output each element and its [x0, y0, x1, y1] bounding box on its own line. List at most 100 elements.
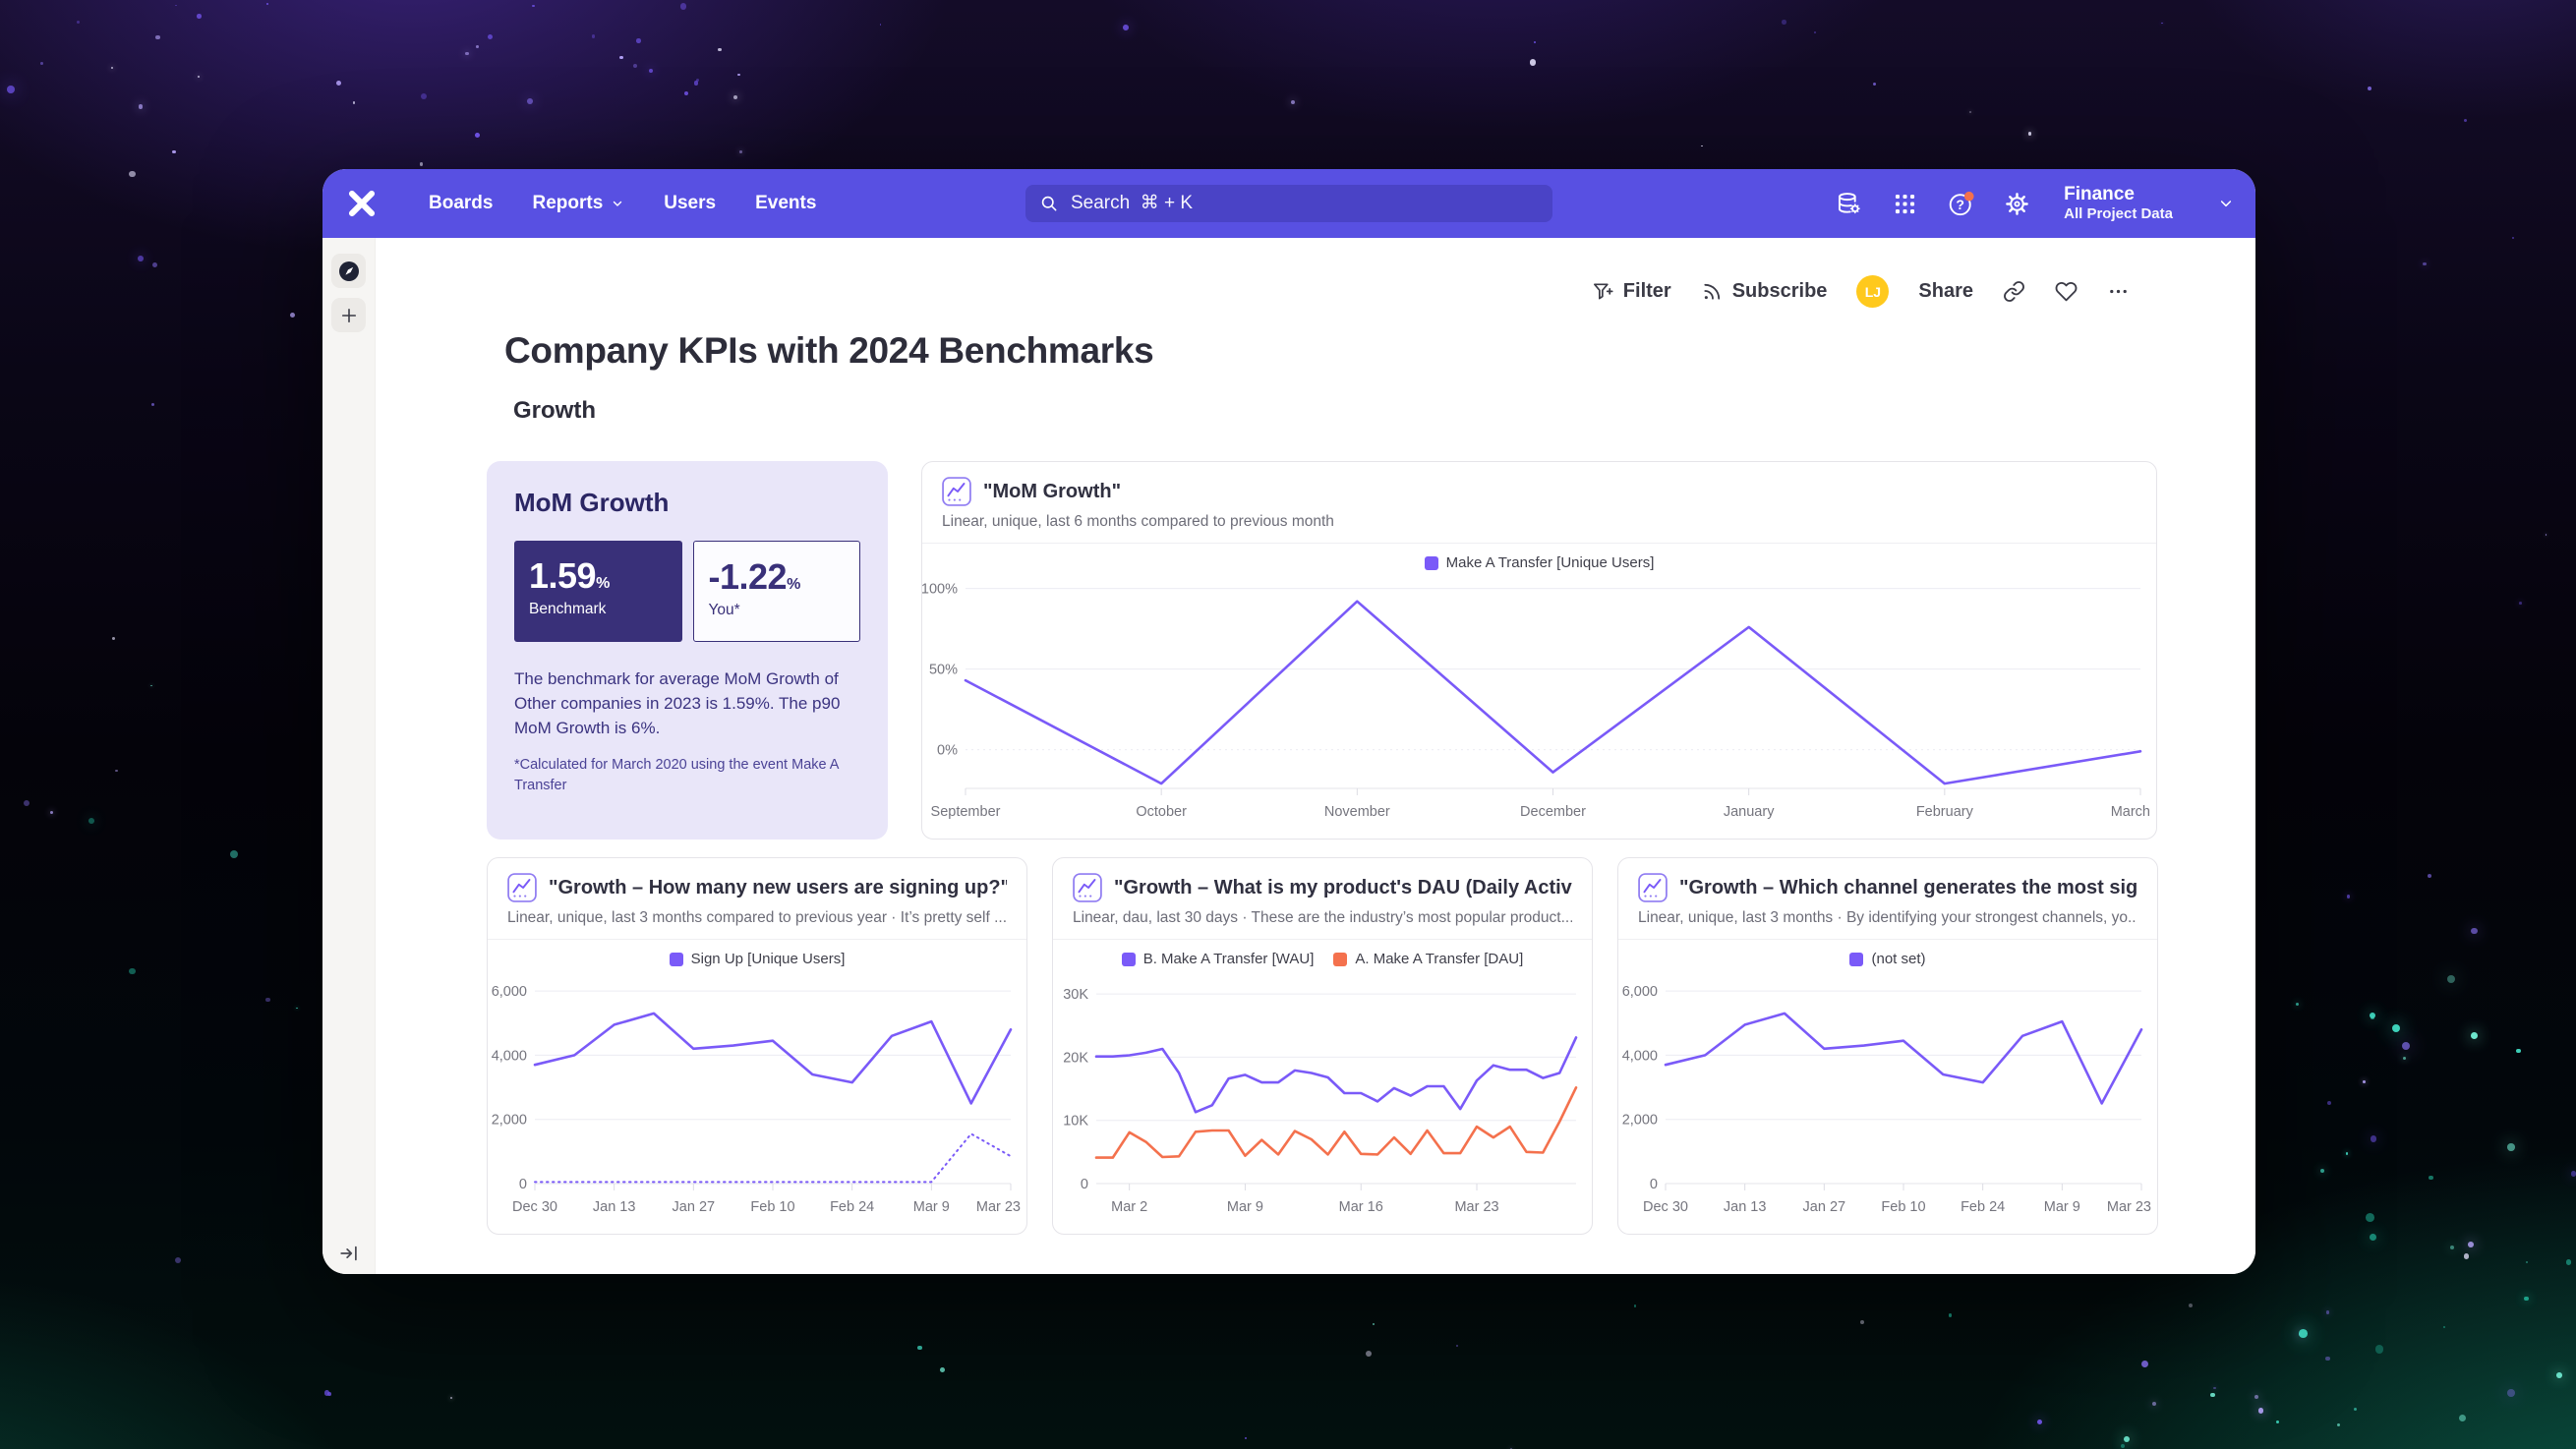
- chart-title[interactable]: "MoM Growth": [983, 480, 1122, 502]
- star-dot: [2213, 1387, 2216, 1390]
- legend-item[interactable]: B. Make A Transfer [WAU]: [1121, 951, 1315, 967]
- filter-button[interactable]: Filter: [1592, 280, 1671, 303]
- star-dot: [2325, 1356, 2330, 1362]
- legend-swatch: [669, 952, 683, 966]
- star-dot: [1290, 100, 1295, 105]
- more-options-icon[interactable]: [2107, 280, 2130, 303]
- copy-link-icon[interactable]: [2003, 280, 2025, 303]
- star-dot: [2151, 1402, 2156, 1407]
- star-dot: [50, 811, 54, 815]
- card-divider: [1618, 939, 2157, 940]
- chevron-down-icon[interactable]: [2218, 196, 2234, 211]
- chart-plot-area: 0 2,000 4,000 6,000 Dec 30 Jan 13 Jan 27 Feb 10…: [1618, 970, 2157, 1230]
- star-dot: [2423, 261, 2427, 266]
- insights-report-icon: [507, 873, 537, 902]
- explore-boards-button[interactable]: [331, 254, 366, 288]
- chart-title[interactable]: "Growth – Which channel generates the mo…: [1679, 876, 2137, 898]
- search-input[interactable]: [1069, 192, 1539, 215]
- settings-gear-icon[interactable]: [2004, 191, 2030, 217]
- new-board-button[interactable]: [331, 298, 366, 332]
- svg-text:100%: 100%: [922, 582, 958, 598]
- avatar[interactable]: LJ: [1856, 275, 1890, 308]
- notification-dot: [1964, 191, 1974, 202]
- nav-item-label: Reports: [532, 193, 604, 213]
- star-dot: [1860, 1319, 1864, 1324]
- star-dot: [1529, 59, 1537, 67]
- chart-title[interactable]: "Growth – What is my product's DAU (Dail…: [1114, 876, 1572, 898]
- star-dot: [421, 93, 428, 100]
- subscribe-button[interactable]: Subscribe: [1701, 280, 1827, 303]
- legend-label: B. Make A Transfer [WAU]: [1142, 951, 1315, 967]
- star-dot: [2512, 236, 2515, 239]
- project-switcher[interactable]: Finance All Project Data: [2064, 184, 2173, 224]
- star-dot: [155, 34, 160, 40]
- star-dot: [175, 1256, 182, 1263]
- chart-canvas[interactable]: 0 10K 20K 30K Mar 2 Mar 9 Mar 16 Mar 23: [1053, 970, 1592, 1225]
- global-search[interactable]: [1025, 185, 1552, 222]
- star-dot: [2526, 1260, 2529, 1263]
- board-row-1: MoM Growth 1.59% Benchmark -1.22% You* T…: [487, 461, 2157, 840]
- insights-report-icon: [1073, 873, 1102, 902]
- star-dot: [1455, 1344, 1459, 1348]
- svg-text:September: September: [931, 804, 1001, 820]
- chart-title[interactable]: "Growth – How many new users are signing…: [549, 876, 1007, 898]
- share-button[interactable]: Share: [1918, 280, 1973, 303]
- nav-item-events[interactable]: Events: [755, 193, 816, 214]
- legend-label: Sign Up [Unique Users]: [690, 951, 846, 967]
- benchmark-footnote: *Calculated for March 2020 using the eve…: [514, 757, 839, 794]
- star-dot: [2401, 1041, 2411, 1051]
- star-dot: [2545, 534, 2547, 536]
- benchmark-value: 1.59: [529, 555, 597, 596]
- legend-row: (not set): [1618, 940, 2157, 970]
- insights-report-icon: [942, 477, 971, 506]
- legend-swatch: [1333, 952, 1348, 966]
- star-dot: [197, 13, 202, 19]
- svg-text:March: March: [2111, 804, 2150, 820]
- star-dot: [2295, 1003, 2300, 1007]
- star-dot: [696, 78, 700, 83]
- svg-text:50%: 50%: [929, 663, 958, 678]
- nav-item-users[interactable]: Users: [664, 193, 716, 214]
- star-dot: [2363, 1080, 2366, 1084]
- legend-item[interactable]: (not set): [1849, 951, 1926, 967]
- svg-text:January: January: [1724, 804, 1775, 820]
- legend-item[interactable]: A. Make A Transfer [DAU]: [1333, 951, 1523, 967]
- svg-text:4,000: 4,000: [492, 1048, 527, 1064]
- star-dot: [1968, 110, 1971, 113]
- data-management-icon[interactable]: [1836, 191, 1862, 217]
- nav-item-reports[interactable]: Reports: [532, 193, 624, 214]
- help-icon[interactable]: ?: [1948, 191, 1974, 217]
- mixpanel-logo-icon[interactable]: [346, 188, 378, 219]
- svg-text:2,000: 2,000: [492, 1113, 527, 1129]
- star-dot: [619, 55, 623, 60]
- star-dot: [475, 133, 481, 138]
- chart-canvas[interactable]: 0% 50% 100% September October November Decembe…: [922, 574, 2156, 830]
- nav-item-boards[interactable]: Boards: [429, 193, 493, 214]
- star-dot: [2188, 1303, 2193, 1307]
- star-dot: [327, 1392, 331, 1396]
- chart-subtitle: Linear, unique, last 3 months compared t…: [507, 909, 1007, 926]
- legend-item[interactable]: Sign Up [Unique Users]: [669, 951, 846, 967]
- star-dot: [680, 3, 687, 10]
- section-heading: Growth: [513, 397, 596, 424]
- svg-text:November: November: [1324, 804, 1390, 820]
- benchmark-stat-box: 1.59% Benchmark: [514, 541, 682, 642]
- svg-text:Feb 24: Feb 24: [830, 1199, 874, 1215]
- star-dot: [2140, 1360, 2148, 1367]
- star-dot: [917, 1345, 922, 1351]
- svg-text:Mar 9: Mar 9: [1227, 1199, 1263, 1215]
- chart-canvas[interactable]: 0 2,000 4,000 6,000 Dec 30 Jan 13 Jan 27 Feb 10…: [488, 970, 1026, 1225]
- star-dot: [2036, 1419, 2043, 1425]
- expand-sidebar-button[interactable]: [338, 1243, 360, 1264]
- star-dot: [129, 967, 136, 975]
- star-dot: [229, 849, 239, 859]
- star-dot: [592, 34, 596, 38]
- chart-canvas[interactable]: 0 2,000 4,000 6,000 Dec 30 Jan 13 Jan 27 Feb 10…: [1618, 970, 2157, 1225]
- star-dot: [323, 1390, 330, 1396]
- legend-item[interactable]: Make A Transfer [Unique Users]: [1424, 554, 1654, 571]
- apps-grid-icon[interactable]: [1892, 191, 1918, 217]
- legend-swatch: [1121, 952, 1136, 966]
- favorite-heart-icon[interactable]: [2055, 280, 2078, 303]
- star-dot: [632, 64, 637, 69]
- star-dot: [475, 44, 479, 48]
